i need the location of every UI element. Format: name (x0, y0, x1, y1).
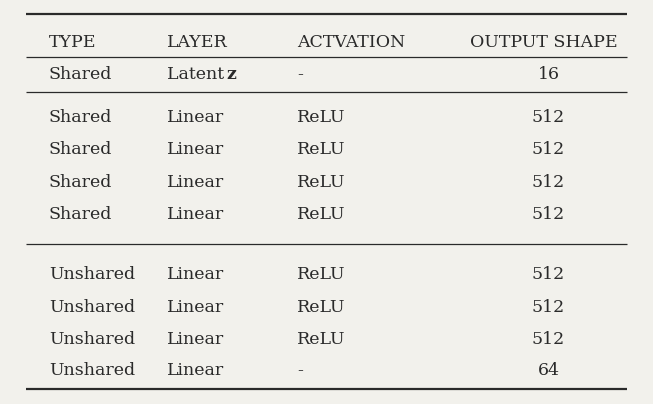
Text: Linear: Linear (167, 141, 224, 158)
Text: Unshared: Unshared (49, 362, 135, 379)
Text: Unshared: Unshared (49, 331, 135, 348)
Text: ReLU: ReLU (297, 174, 345, 191)
Text: Linear: Linear (167, 109, 224, 126)
Text: ReLU: ReLU (297, 206, 345, 223)
Text: 512: 512 (532, 141, 565, 158)
Text: ReLU: ReLU (297, 266, 345, 283)
Text: Latent: Latent (167, 66, 232, 83)
Text: z: z (227, 66, 236, 83)
Text: TYPE: TYPE (49, 34, 97, 51)
Text: Shared: Shared (49, 109, 112, 126)
Text: 512: 512 (532, 174, 565, 191)
Text: Shared: Shared (49, 141, 112, 158)
Text: 512: 512 (532, 299, 565, 316)
Text: Linear: Linear (167, 174, 224, 191)
Text: ReLU: ReLU (297, 331, 345, 348)
Text: Linear: Linear (167, 299, 224, 316)
Text: 16: 16 (537, 66, 560, 83)
Text: 512: 512 (532, 206, 565, 223)
Text: Linear: Linear (167, 331, 224, 348)
Text: ReLU: ReLU (297, 299, 345, 316)
Text: 512: 512 (532, 109, 565, 126)
Text: ACTVATION: ACTVATION (297, 34, 406, 51)
Text: ReLU: ReLU (297, 109, 345, 126)
Text: 64: 64 (537, 362, 560, 379)
Text: OUTPUT SHAPE: OUTPUT SHAPE (470, 34, 618, 51)
Text: Unshared: Unshared (49, 299, 135, 316)
Text: Linear: Linear (167, 266, 224, 283)
Text: 512: 512 (532, 331, 565, 348)
Text: Linear: Linear (167, 206, 224, 223)
Text: -: - (297, 66, 303, 83)
Text: Shared: Shared (49, 174, 112, 191)
Text: Shared: Shared (49, 66, 112, 83)
Text: Linear: Linear (167, 362, 224, 379)
Text: ReLU: ReLU (297, 141, 345, 158)
Text: 512: 512 (532, 266, 565, 283)
Text: Shared: Shared (49, 206, 112, 223)
Text: LAYER: LAYER (167, 34, 227, 51)
Text: -: - (297, 362, 303, 379)
Text: Unshared: Unshared (49, 266, 135, 283)
